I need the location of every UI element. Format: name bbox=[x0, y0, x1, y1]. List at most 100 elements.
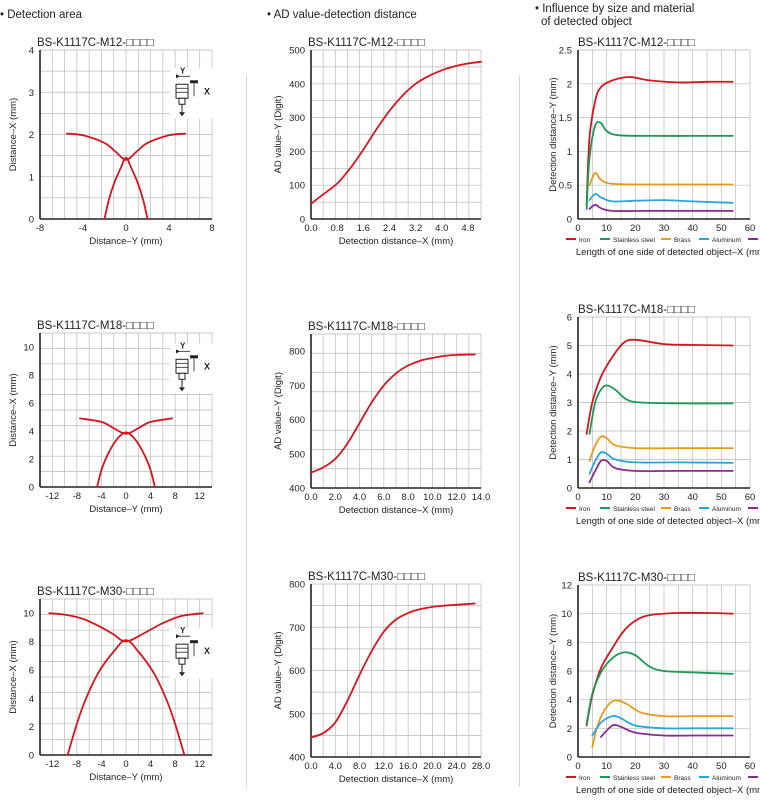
x-tick-label: 8.0 bbox=[353, 761, 366, 772]
chart-area-m18: BS-K1117C-M18-□□□□ -12 -8 -4 0 4 8 12 0 2 4 6 8 10 Dis… bbox=[8, 320, 214, 515]
x-tick-label: 60 bbox=[745, 761, 756, 772]
series-line-copper bbox=[588, 203, 734, 212]
section-title-influence-line1: • Influence by size and material bbox=[535, 3, 695, 15]
x-tick-label: 0.0 bbox=[304, 761, 317, 772]
y-tick-label: 1 bbox=[567, 147, 572, 158]
y-tick-label: 3 bbox=[567, 398, 572, 409]
chart-size-m18: BS-K1117C-M18-□□□□ 0 10 20 30 40 50 60 0 1 2 3 4 5 6 Le… bbox=[548, 304, 760, 527]
y-tick-label: 2 bbox=[567, 427, 572, 438]
arrowhead bbox=[176, 634, 180, 639]
y-tick-label: 0 bbox=[567, 753, 572, 764]
y-axis-label: AD value–Y (Digit) bbox=[273, 96, 284, 174]
series-line-iron bbox=[585, 76, 734, 207]
x-axis-label: Length of one side of detected object–X … bbox=[576, 247, 760, 258]
y-tick-label: 6 bbox=[29, 399, 34, 410]
y-axis-label: Detection distance–Y (mm) bbox=[548, 614, 559, 728]
series-line-1 bbox=[310, 353, 476, 474]
y-tick-label: 2 bbox=[567, 724, 572, 735]
chart-title: BS-K1117C-M30-□□□□ bbox=[308, 571, 425, 583]
chart-size-m12: BS-K1117C-M12-□□□□ 0 10 20 30 40 50 60 0 0.5 1 1.5 2… bbox=[548, 37, 760, 258]
x-tick-label: 50 bbox=[716, 223, 727, 234]
x-axis-label: Detection distance–X (mm) bbox=[339, 236, 454, 247]
y-tick-label: 400 bbox=[289, 79, 305, 90]
series-line-stainless-steel bbox=[588, 384, 734, 435]
x-tick-label: 4 bbox=[148, 491, 153, 502]
x-axis-label: Detection distance–X (mm) bbox=[339, 505, 454, 516]
legend-label: Iron bbox=[579, 237, 591, 244]
x-tick-label: 0 bbox=[575, 492, 580, 503]
sensor-diagram-icon: YX bbox=[170, 626, 214, 679]
x-tick-label: 10 bbox=[601, 492, 612, 503]
sensor-diagram-icon: YX bbox=[170, 341, 214, 394]
y-axis-label: Detection distance–Y (mm) bbox=[548, 77, 559, 191]
x-axis-label: Distance–Y (mm) bbox=[89, 504, 162, 515]
series-line-stainless-steel bbox=[585, 651, 734, 725]
y-tick-label: 5 bbox=[567, 341, 572, 352]
legend-label: Brass bbox=[674, 237, 691, 244]
series-line-brass bbox=[591, 699, 734, 748]
y-tick-label: 800 bbox=[289, 580, 305, 591]
x-tick-label: -8 bbox=[73, 491, 81, 502]
x-tick-label: 40 bbox=[687, 223, 698, 234]
x-tick-label: 12.0 bbox=[375, 761, 394, 772]
sensor-diagram-icon: YX bbox=[170, 66, 214, 119]
y-tick-label: 4 bbox=[29, 46, 34, 57]
x-tick-label: 16.0 bbox=[399, 761, 418, 772]
y-tick-label: 2 bbox=[29, 455, 34, 466]
chart-ad-m30: BS-K1117C-M30-□□□□ 0.0 4.0 8.0 12.0 16.0 20.0 2… bbox=[273, 571, 490, 785]
series-line-copper bbox=[600, 723, 734, 738]
y-axis-label: AD value–Y (Digit) bbox=[273, 372, 284, 450]
y-tick-label: 0 bbox=[29, 483, 34, 494]
y-tick-label: 200 bbox=[289, 147, 305, 158]
series-line-1 bbox=[48, 612, 204, 643]
chart-grid bbox=[577, 49, 751, 220]
sensor-arrow bbox=[179, 672, 185, 677]
y-tick-label: 6 bbox=[29, 665, 34, 676]
sensor-label-y: Y bbox=[180, 626, 186, 635]
series-line-aluminum bbox=[591, 715, 734, 737]
y-axis-label: AD value–Y (Digit) bbox=[273, 632, 284, 710]
x-tick-label: 0 bbox=[575, 223, 580, 234]
x-tick-label: 24.0 bbox=[447, 761, 466, 772]
column-divider-1 bbox=[246, 75, 247, 787]
x-tick-label: 10.0 bbox=[423, 492, 442, 503]
sensor-label-x: X bbox=[204, 361, 210, 371]
chart-size-m30: BS-K1117C-M30-□□□□ 0 10 20 30 40 50 60 0 2 4 6 8 10 12… bbox=[548, 572, 760, 796]
y-tick-label: 10 bbox=[23, 343, 34, 354]
y-tick-label: 800 bbox=[289, 347, 305, 358]
series-line-1 bbox=[310, 60, 482, 205]
y-tick-label: 1.5 bbox=[559, 113, 572, 124]
x-tick-label: 4 bbox=[148, 759, 153, 770]
y-tick-label: 100 bbox=[289, 181, 305, 192]
target-plate bbox=[190, 640, 198, 644]
y-tick-label: 2 bbox=[567, 79, 572, 90]
sensor-tip bbox=[178, 97, 186, 105]
x-tick-label: 1.6 bbox=[357, 223, 370, 234]
y-axis-label: Distance–X (mm) bbox=[8, 373, 19, 446]
x-tick-label: -4 bbox=[97, 491, 105, 502]
sensor-label-x: X bbox=[204, 646, 210, 656]
sensor-arrow bbox=[179, 387, 185, 392]
y-tick-label: 4 bbox=[29, 694, 34, 705]
y-tick-label: 8 bbox=[29, 637, 34, 648]
series-line-iron bbox=[585, 338, 734, 435]
chart-title: BS-K1117C-M12-□□□□ bbox=[578, 37, 695, 49]
x-tick-label: 40 bbox=[687, 492, 698, 503]
x-tick-label: -4 bbox=[97, 759, 105, 770]
y-tick-label: 700 bbox=[289, 623, 305, 634]
x-axis-label: Detection distance–X (mm) bbox=[339, 774, 454, 785]
series-line-brass bbox=[588, 172, 734, 187]
y-tick-label: 400 bbox=[289, 753, 305, 764]
series-line-1 bbox=[66, 132, 186, 161]
series-line-brass bbox=[588, 435, 734, 462]
sensor-label-x: X bbox=[204, 86, 210, 96]
x-tick-label: 2.0 bbox=[329, 492, 342, 503]
x-tick-label: 4 bbox=[166, 223, 171, 234]
series-line-2 bbox=[96, 431, 156, 488]
x-tick-label: 14.0 bbox=[472, 492, 491, 503]
x-tick-label: 4.8 bbox=[461, 223, 474, 234]
x-tick-label: 28.0 bbox=[472, 761, 491, 772]
x-tick-label: 0 bbox=[123, 223, 128, 234]
y-tick-label: 0 bbox=[567, 215, 572, 226]
